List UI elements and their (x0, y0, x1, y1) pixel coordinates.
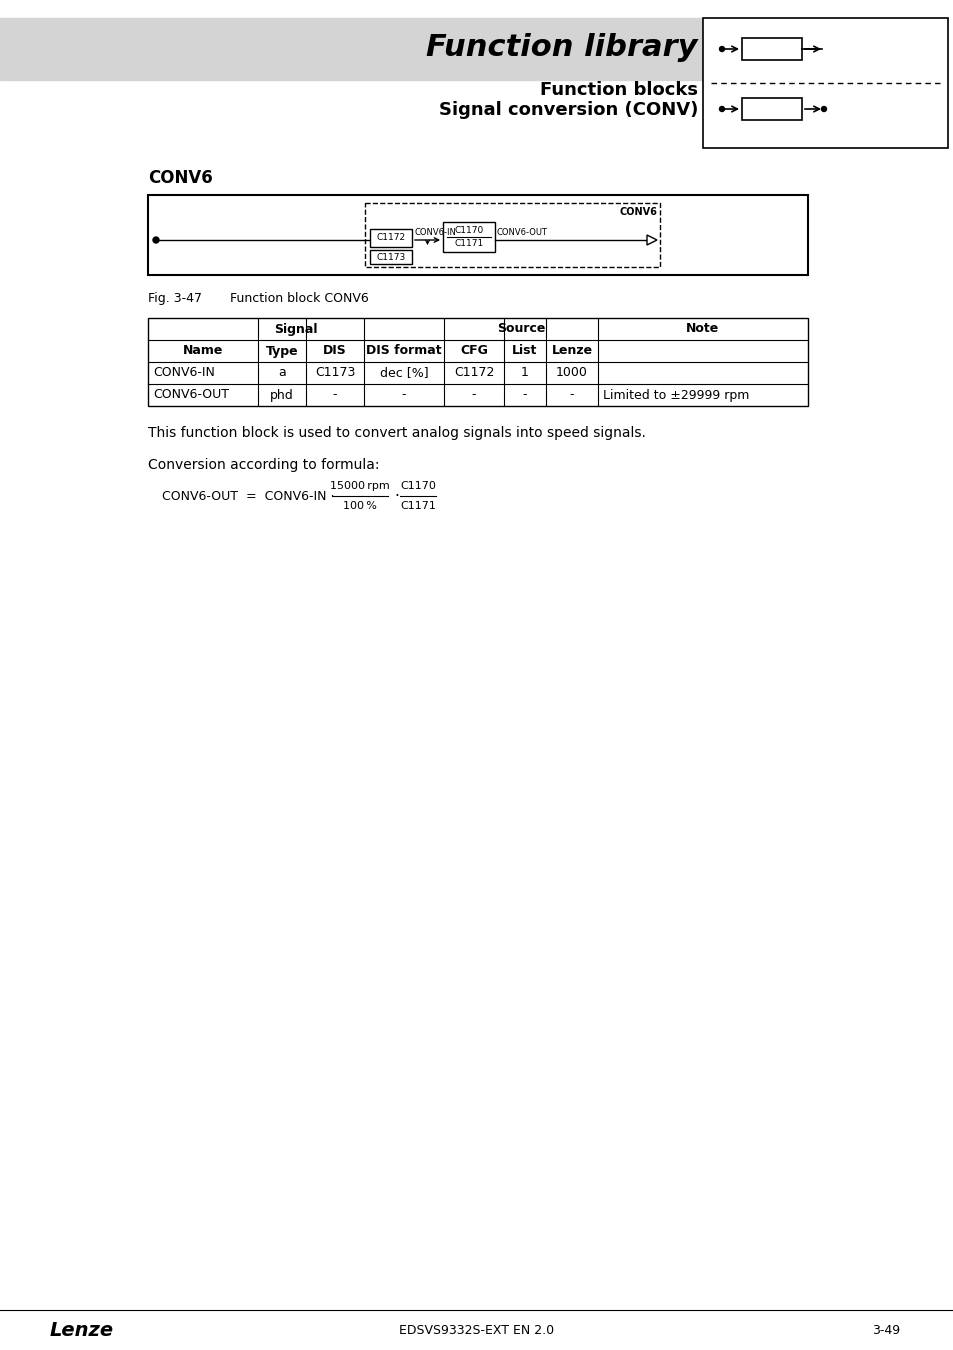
Text: Function block CONV6: Function block CONV6 (230, 292, 369, 305)
Text: -: - (333, 389, 337, 401)
Text: Fig. 3-47: Fig. 3-47 (148, 292, 202, 305)
Text: C1170: C1170 (399, 481, 436, 491)
Bar (741, 99, 801, 120)
Circle shape (152, 238, 159, 243)
Text: 1000: 1000 (556, 366, 587, 379)
Bar (370, 230, 412, 247)
Bar (702, 18, 947, 149)
Text: CONV6-OUT: CONV6-OUT (152, 389, 229, 401)
Text: DIS format: DIS format (366, 344, 441, 358)
Text: -: - (401, 389, 406, 401)
Text: C1170: C1170 (454, 225, 483, 235)
Circle shape (821, 107, 825, 112)
Text: C1172: C1172 (454, 366, 494, 379)
Text: Limited to ±29999 rpm: Limited to ±29999 rpm (602, 389, 749, 401)
Text: CONV6-OUT  =  CONV6-IN ·: CONV6-OUT = CONV6-IN · (162, 490, 335, 502)
Text: Function blocks: Function blocks (539, 81, 698, 99)
Bar (370, 250, 412, 265)
Text: -: - (569, 389, 574, 401)
Bar (0, 18, 760, 80)
Text: C1173: C1173 (314, 366, 355, 379)
Text: CONV6-IN: CONV6-IN (415, 228, 456, 238)
Text: 15000 rpm: 15000 rpm (330, 481, 390, 491)
Text: Signal conversion (CONV): Signal conversion (CONV) (438, 101, 698, 119)
Text: C1173: C1173 (376, 252, 405, 262)
Text: 1: 1 (520, 366, 528, 379)
Text: EDSVS9332S-EXT EN 2.0: EDSVS9332S-EXT EN 2.0 (399, 1323, 554, 1336)
Text: List: List (512, 344, 537, 358)
Text: Lenze: Lenze (50, 1320, 114, 1339)
Text: Function library: Function library (426, 34, 698, 62)
Bar (365, 202, 659, 267)
Text: Type: Type (265, 344, 298, 358)
Text: CONV6: CONV6 (148, 169, 213, 188)
Text: 3-49: 3-49 (871, 1323, 899, 1336)
Text: Name: Name (183, 344, 223, 358)
Text: CONV6: CONV6 (618, 207, 657, 217)
Text: C1171: C1171 (454, 239, 483, 248)
Text: CFG: CFG (459, 344, 487, 358)
Polygon shape (646, 235, 657, 244)
Text: ·: · (394, 489, 398, 504)
Text: CONV6-IN: CONV6-IN (152, 366, 214, 379)
Bar (741, 38, 801, 59)
Text: Signal: Signal (274, 323, 317, 336)
Bar (148, 194, 807, 275)
Circle shape (719, 46, 723, 51)
Text: dec [%]: dec [%] (379, 366, 428, 379)
Circle shape (719, 107, 723, 112)
Bar (442, 221, 495, 252)
Text: C1171: C1171 (399, 501, 436, 512)
Bar (148, 319, 807, 406)
Text: -: - (522, 389, 527, 401)
Text: Conversion according to formula:: Conversion according to formula: (148, 458, 379, 472)
Text: Note: Note (685, 323, 719, 336)
Text: -: - (471, 389, 476, 401)
Text: This function block is used to convert analog signals into speed signals.: This function block is used to convert a… (148, 427, 645, 440)
Text: C1172: C1172 (376, 234, 405, 243)
Text: 100 %: 100 % (343, 501, 376, 512)
Text: phd: phd (270, 389, 294, 401)
Text: Lenze: Lenze (551, 344, 592, 358)
Text: a: a (278, 366, 286, 379)
Text: CONV6-OUT: CONV6-OUT (497, 228, 547, 238)
Text: Source: Source (497, 323, 544, 336)
Text: DIS: DIS (323, 344, 347, 358)
